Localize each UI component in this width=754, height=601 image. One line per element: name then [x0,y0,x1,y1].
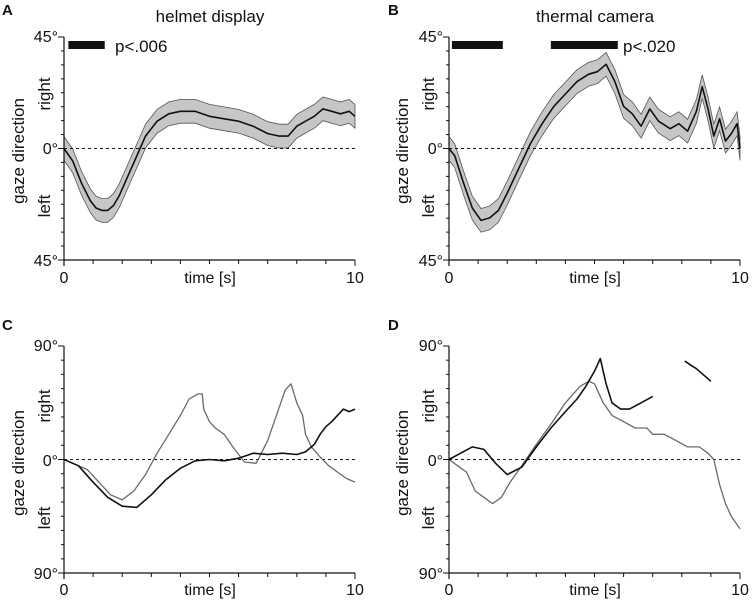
y-dir-left-d: left [419,506,438,529]
significance-label-b: p<.020 [623,37,675,56]
x-axis-label-a: time [s] [184,270,236,287]
panel-a: A helmet display p<.006 45° 0° 45° 0 10 … [2,2,364,287]
confidence-band-a [63,96,356,223]
series-line-c-series-black [63,408,356,509]
y-tick-zero-b: 0° [428,141,443,158]
panel-d: D 90° 0° 90° 0 10 time [s] gaze directio… [388,317,749,599]
y-tick-zero-c: 0° [43,453,58,470]
y-tick-bottom-a: 45° [34,253,58,270]
panel-c: C 90° 0° 90° 0 10 time [s] gaze directio… [2,317,364,599]
y-axis-label-a: gaze direction [9,98,28,204]
panel-letter-b: B [388,2,399,19]
y-tick-zero-d: 0° [428,453,443,470]
y-tick-top-b: 45° [419,29,443,46]
y-dir-left-c: left [35,506,54,529]
y-tick-zero-a: 0° [43,141,58,158]
significance-bar-b-1 [550,41,618,49]
panel-b-title: thermal camera [536,7,655,26]
series-line-b-mean [448,63,741,222]
y-dir-right-a: right [35,77,54,110]
series-line-a-mean [63,108,356,212]
y-dir-right-d: right [419,389,438,422]
confidence-band-a [63,96,356,223]
series-line-c-series-gray [63,383,356,501]
x-tick-0-a: 0 [60,270,69,287]
panel-letter-c: C [2,317,13,334]
series-line-d-series-black-2 [684,360,712,382]
x-tick-0-d: 0 [445,582,454,599]
x-tick-0-b: 0 [445,270,454,287]
y-dir-left-b: left [419,194,438,217]
panel-a-title: helmet display [156,7,265,26]
y-tick-bottom-c: 90° [34,566,58,583]
y-dir-right-c: right [35,389,54,422]
y-axis-label-d: gaze direction [393,410,412,516]
x-axis-label-b: time [s] [569,270,621,287]
significance-bar-a-0 [68,41,105,49]
series-line-d-series-black [448,357,654,476]
x-tick-10-d: 10 [731,582,749,599]
y-tick-top-a: 45° [34,29,58,46]
x-axis-label-c: time [s] [184,582,236,599]
y-tick-bottom-b: 45° [419,253,443,270]
panel-b: B thermal camera p<.020 45° 0° 45° 0 10 … [388,2,749,287]
x-tick-10-a: 10 [346,270,364,287]
panel-letter-a: A [2,2,13,19]
confidence-band-b [448,51,741,233]
x-axis-label-d: time [s] [569,582,621,599]
y-axis-label-b: gaze direction [393,98,412,204]
y-tick-top-c: 90° [34,338,58,355]
significance-label-a: p<.006 [115,37,167,56]
confidence-band-b [448,51,741,233]
significance-bar-b-0 [451,41,503,49]
series-line-d-series-gray [448,380,741,530]
y-tick-bottom-d: 90° [419,566,443,583]
x-tick-0-c: 0 [60,582,69,599]
x-tick-10-c: 10 [346,582,364,599]
y-dir-left-a: left [35,194,54,217]
y-tick-top-d: 90° [419,338,443,355]
x-tick-10-b: 10 [731,270,749,287]
panel-letter-d: D [388,317,399,334]
y-dir-right-b: right [419,77,438,110]
y-axis-label-c: gaze direction [9,410,28,516]
